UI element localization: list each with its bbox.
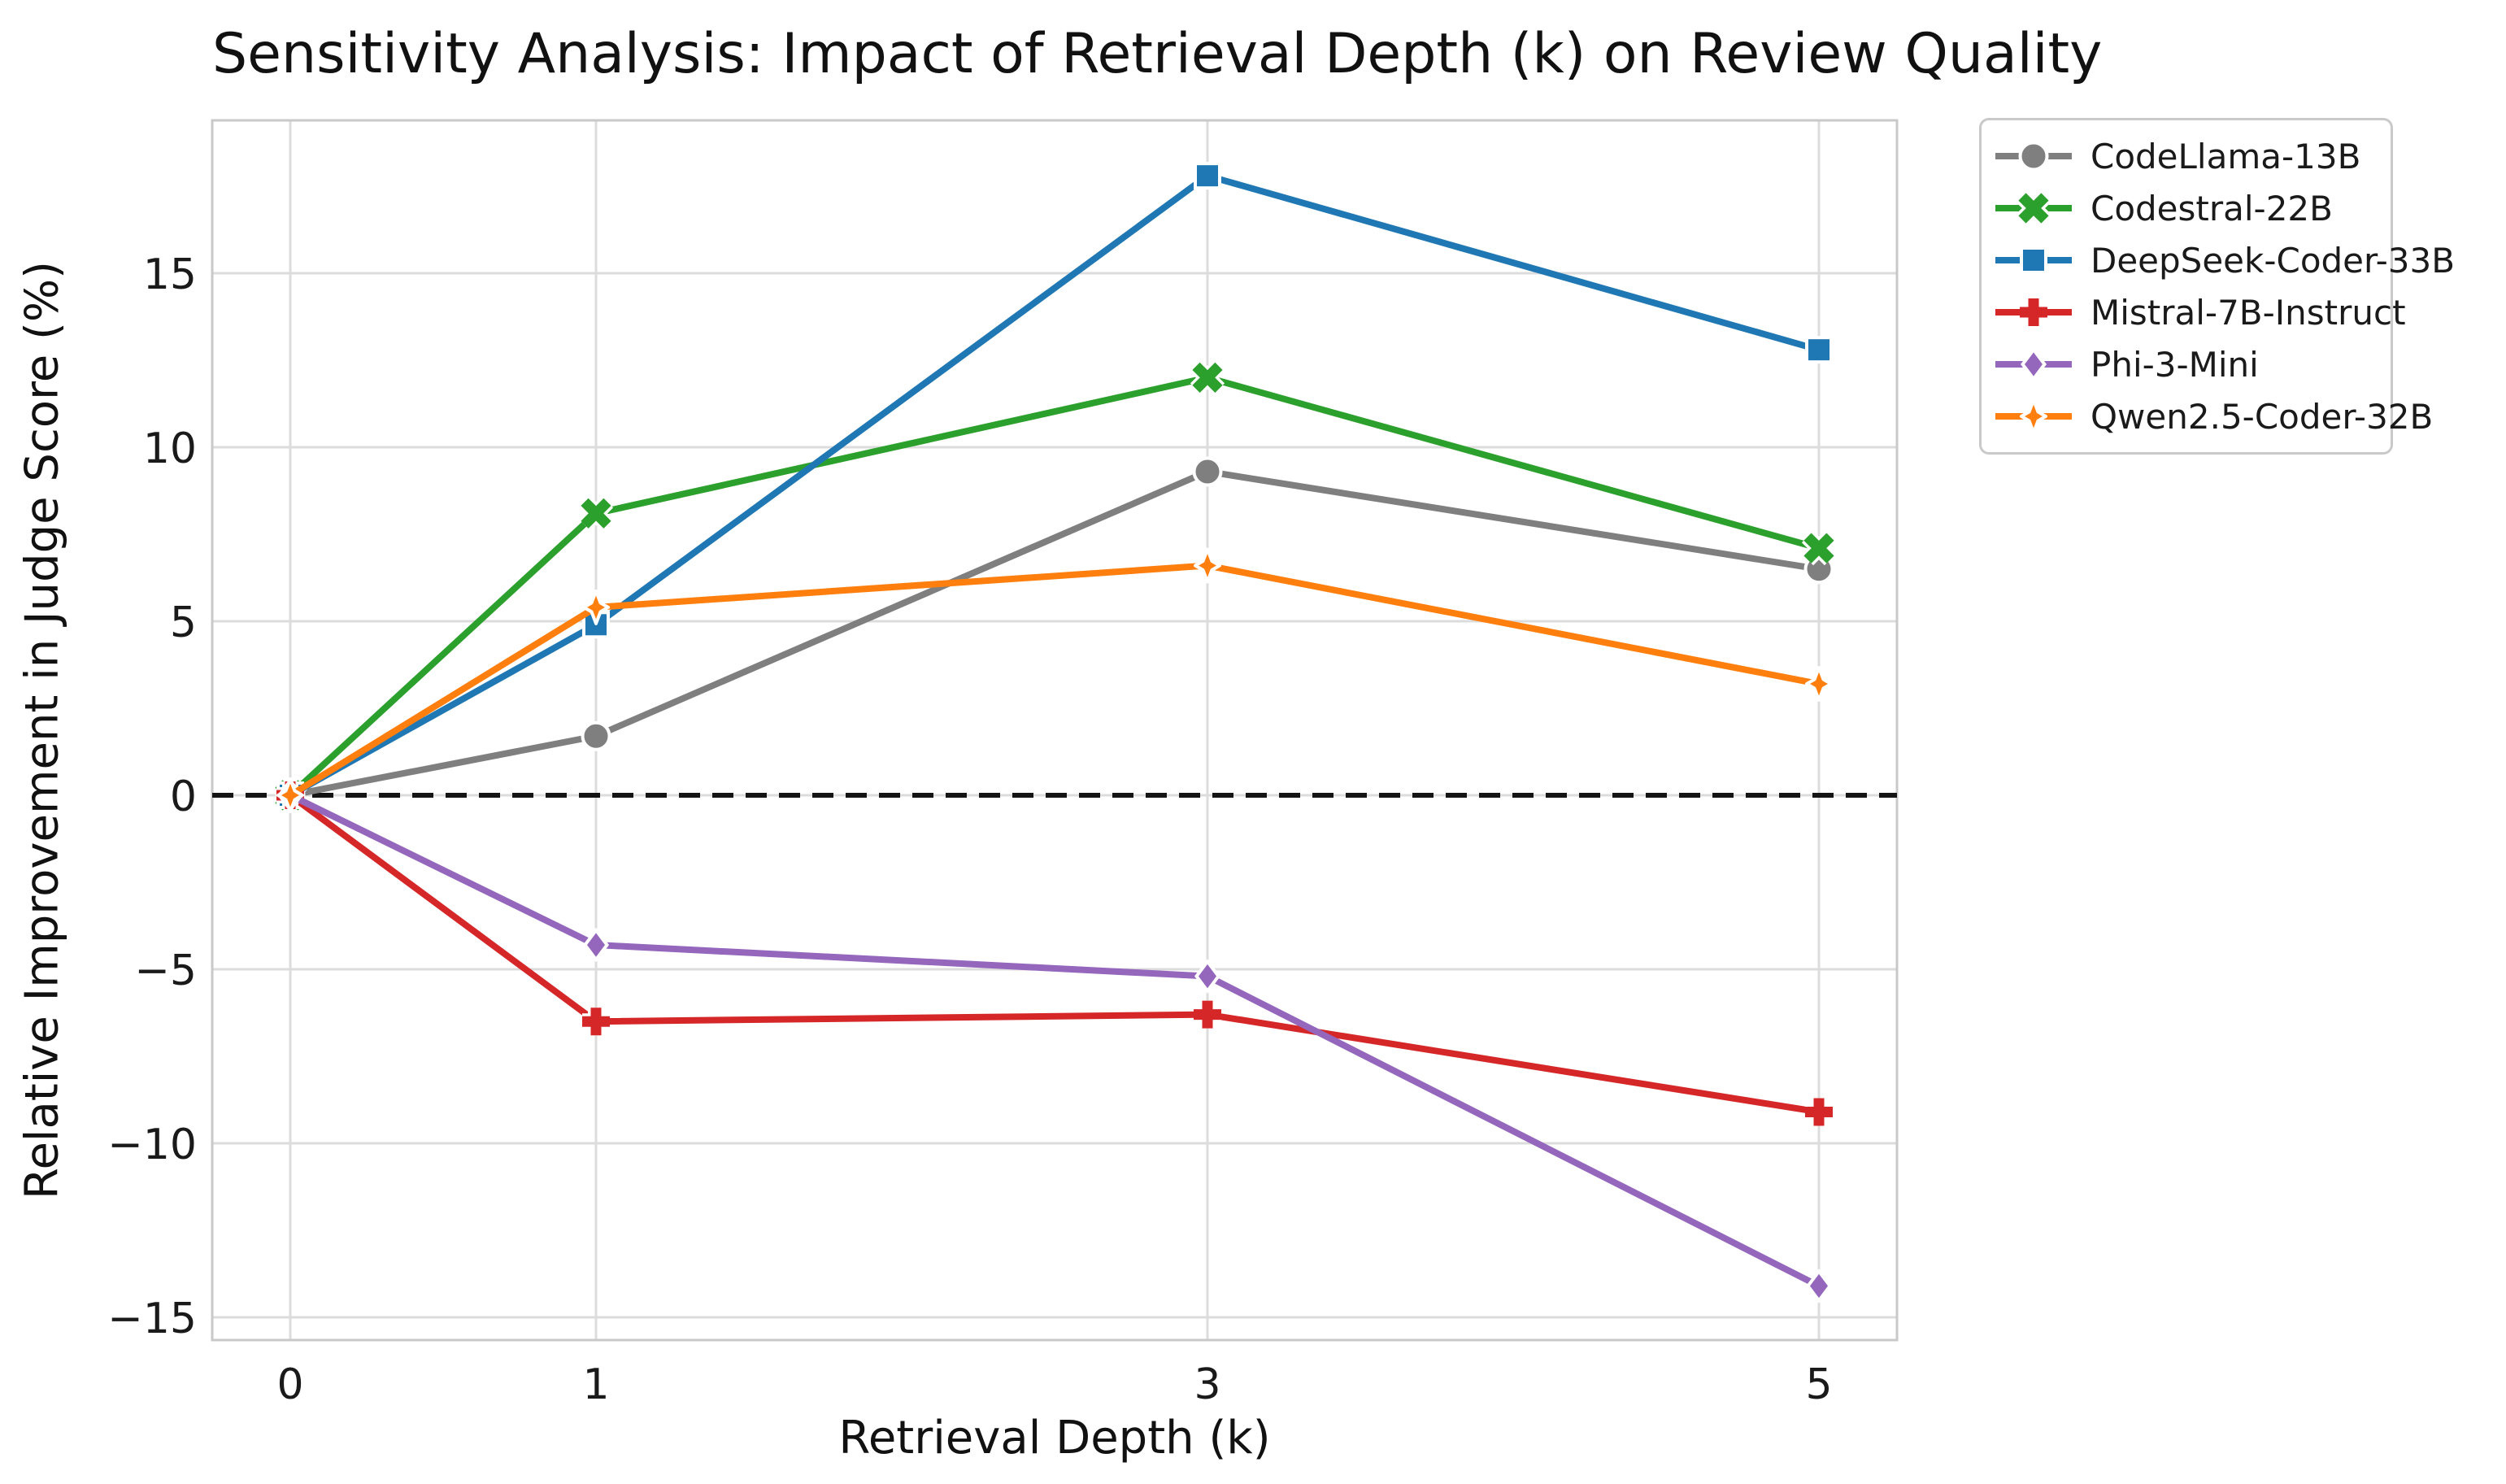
marker-deepseek-coder-33b xyxy=(1194,162,1221,190)
series-phi-3-mini xyxy=(277,777,1832,1303)
y-tick-label: −15 xyxy=(107,1295,197,1343)
legend-item-label: Codestral-22B xyxy=(2091,188,2333,228)
marker-codellama-13b xyxy=(1192,456,1223,487)
series-line-codestral-22b xyxy=(287,374,1822,799)
tick-labels: 15 10 5 0 −5 −10 −15 0 1 3 5 xyxy=(107,250,1832,1409)
plot-border xyxy=(211,119,1899,1342)
legend-marker-codellama-13b-icon xyxy=(1995,141,2072,172)
chart-title: Sensitivity Analysis: Impact of Retrieva… xyxy=(212,22,2103,86)
legend-item-mistral-7b-instruct: Mistral-7B-Instruct xyxy=(1993,286,2406,338)
plot-area xyxy=(212,120,1897,1340)
legend-item-codestral-22b: Codestral-22B xyxy=(1993,182,2391,234)
legend-item-label: Qwen2.5-Coder-32B xyxy=(2091,396,2434,437)
grid xyxy=(212,120,1897,1340)
legend-marker-mistral-7b-instruct-icon xyxy=(1995,298,2072,326)
y-axis-label: Relative Improvement in Judge Score (%) xyxy=(15,261,69,1199)
marker-mistral-7b-instruct xyxy=(1805,1098,1833,1126)
marker-mistral-7b-instruct xyxy=(582,1007,610,1036)
y-tick-label: 10 xyxy=(143,424,197,473)
legend-marker-sample xyxy=(2020,398,2047,434)
legend-item-label: CodeLlama-13B xyxy=(2091,136,2361,176)
legend-marker-deepseek-coder-33b-icon xyxy=(1995,246,2072,274)
marker-phi-3-mini xyxy=(583,927,609,963)
series-line-mistral-7b-instruct xyxy=(287,792,1822,1116)
series-line-phi-3-mini xyxy=(287,792,1822,1290)
legend-item-label: Phi-3-Mini xyxy=(2091,344,2259,385)
legend-marker-sample xyxy=(2020,298,2047,326)
marker-phi-3-mini xyxy=(1806,1269,1832,1303)
legend-item-label: DeepSeek-Coder-33B xyxy=(2091,240,2456,281)
series-line-qwen2-5-coder-32b xyxy=(287,562,1822,799)
series-qwen2-5-coder-32b xyxy=(276,547,1833,813)
x-tick-label: 5 xyxy=(1805,1360,1832,1409)
marker-mistral-7b-instruct xyxy=(1194,1000,1221,1029)
marker-codestral-22b xyxy=(578,496,614,531)
x-axis-label: Retrieval Depth (k) xyxy=(838,1412,1271,1464)
marker-codellama-13b xyxy=(581,720,611,751)
marker-deepseek-coder-33b xyxy=(1805,336,1833,364)
legend: CodeLlama-13B Codestral-22B DeepSeek-Coder… xyxy=(1979,118,2455,455)
y-tick-label: 0 xyxy=(170,772,197,821)
legend-item-label: Mistral-7B-Instruct xyxy=(2091,292,2406,333)
x-tick-label: 3 xyxy=(1194,1360,1220,1409)
y-tick-label: 15 xyxy=(143,250,197,299)
series-line-deepseek-coder-33b xyxy=(287,172,1822,799)
x-tick-label: 1 xyxy=(582,1360,609,1409)
marker-qwen2-5-coder-32b xyxy=(1194,547,1221,584)
series-line-codellama-13b xyxy=(287,468,1822,799)
x-tick-label: 0 xyxy=(276,1360,303,1409)
marker-qwen2-5-coder-32b xyxy=(582,589,610,625)
legend-marker-codestral-22b-icon xyxy=(1995,190,2072,226)
legend-item-phi-3-mini: Phi-3-Mini xyxy=(1993,338,2391,390)
legend-marker-phi-3-mini-icon xyxy=(1995,346,2072,382)
legend-marker-sample xyxy=(2016,190,2051,226)
legend-marker-qwen2-5-coder-32b-icon xyxy=(1995,398,2072,434)
legend-item-codellama-13b: CodeLlama-13B xyxy=(1993,130,2391,182)
legend-marker-sample xyxy=(2018,141,2049,172)
y-tick-label: 5 xyxy=(170,598,197,647)
legend-marker-sample xyxy=(2021,346,2047,382)
y-tick-label: −5 xyxy=(134,947,197,995)
legend-item-deepseek-coder-33b: DeepSeek-Coder-33B xyxy=(1993,234,2455,286)
marker-codestral-22b xyxy=(1801,531,1837,566)
y-tick-label: −10 xyxy=(107,1121,197,1169)
legend-item-qwen2-5-coder-32b: Qwen2.5-Coder-32B xyxy=(1993,390,2433,442)
marker-phi-3-mini xyxy=(1194,959,1220,994)
marker-qwen2-5-coder-32b xyxy=(1805,666,1833,703)
marker-qwen2-5-coder-32b xyxy=(276,777,304,813)
marker-codestral-22b xyxy=(1190,360,1225,395)
legend-marker-sample xyxy=(2020,246,2047,274)
